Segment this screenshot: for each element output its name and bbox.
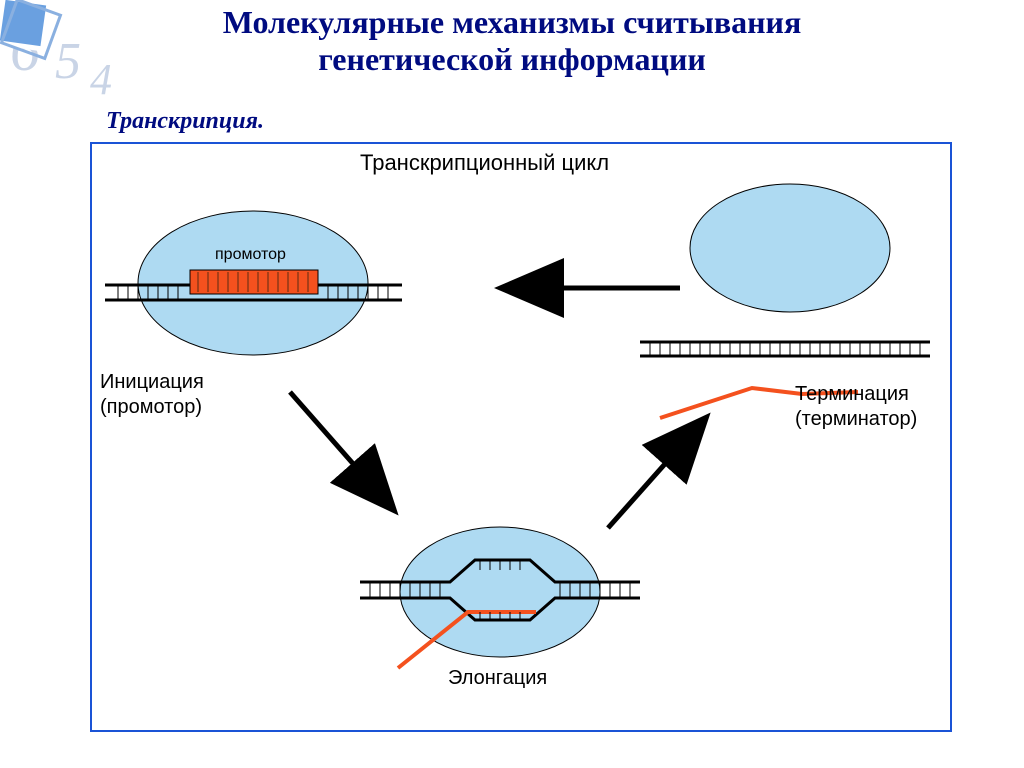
promoter-block bbox=[190, 270, 318, 294]
initiation-label: Инициация (промотор) bbox=[100, 370, 204, 420]
arrow-init-to-elong bbox=[290, 392, 392, 508]
termination-bubble bbox=[690, 184, 890, 312]
elongation-label: Элонгация bbox=[448, 666, 547, 691]
termination-label: Терминация (терминатор) bbox=[795, 382, 917, 432]
promoter-label: промотор bbox=[215, 246, 286, 264]
slide: 6 5 4 Молекулярные механизмы считывания … bbox=[0, 0, 1024, 768]
arrow-elong-to-term bbox=[608, 420, 704, 528]
